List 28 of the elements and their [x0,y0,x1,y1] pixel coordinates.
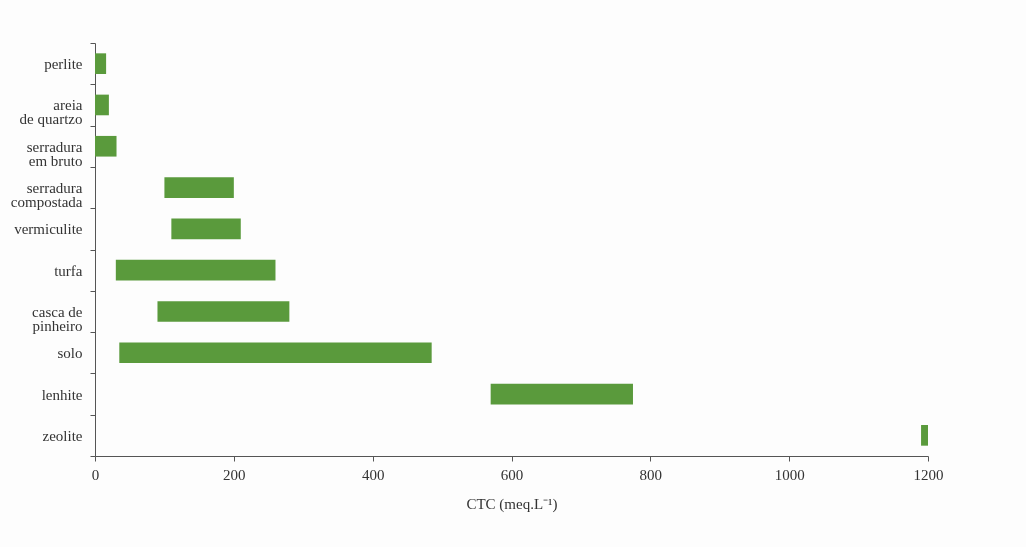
y-tick-label: serradura compostada [10,180,83,211]
y-tick-label: areia de quartzo [19,97,83,128]
bar [164,177,234,198]
bar [490,383,633,405]
x-tick-label: 0 [91,466,100,483]
y-tick-label: casca de pinheiro [32,303,83,334]
x-tick-label: 1000 [774,466,805,483]
bar [95,135,117,157]
bar [95,94,109,116]
bar [157,301,290,322]
x-axis-title: CTC (meq.L⁻¹) [466,495,558,513]
x-tick-label: 600 [500,466,524,483]
bar [921,425,928,446]
y-tick-label: turfa [54,262,83,279]
x-tick-label: 400 [361,466,385,483]
y-tick-label: serradura em bruto [26,138,83,169]
y-tick-label: zeolite [42,427,83,444]
bar [119,342,432,364]
y-tick-label: perlite [44,56,83,73]
x-tick-label: 1200 [913,466,944,483]
x-tick-label: 200 [223,466,246,483]
x-tick-label: 800 [639,466,663,483]
bar [115,259,276,281]
y-tick-label: solo [57,345,83,362]
y-tick-label: vermiculite [14,221,83,238]
bar [171,218,241,240]
y-tick-label: lenhite [41,386,83,403]
bar [95,53,107,74]
